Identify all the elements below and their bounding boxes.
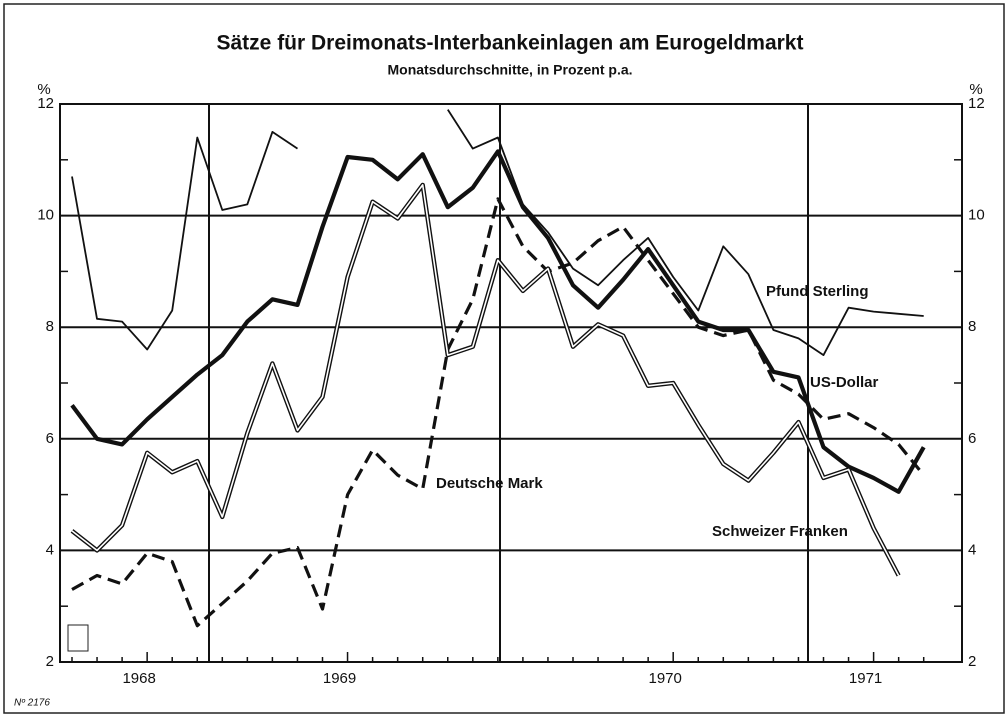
y2-tick-label: 2 bbox=[968, 653, 976, 670]
vertical-grid bbox=[208, 104, 809, 662]
y2-axis-label: % bbox=[969, 81, 982, 98]
y2-tick-label: 6 bbox=[968, 430, 976, 447]
y2-tick-label: 4 bbox=[968, 541, 976, 558]
y-axis-label: % bbox=[37, 81, 50, 98]
line bbox=[71, 109, 924, 356]
y-tick-label: 6 bbox=[46, 430, 54, 447]
y-tick-label: 8 bbox=[46, 318, 54, 335]
footnote: Nº 2176 bbox=[14, 698, 50, 709]
series-label: Deutsche Mark bbox=[436, 475, 543, 492]
chart-subtitle: Monatsdurchschnitte, in Prozent p.a. bbox=[387, 62, 632, 78]
x-tick-label: 1971 bbox=[849, 670, 882, 687]
x-tick-label: 1969 bbox=[323, 670, 356, 687]
line bbox=[71, 197, 925, 628]
y2-tick-label: 8 bbox=[968, 318, 976, 335]
line-inner bbox=[71, 184, 900, 576]
series-label: Pfund Sterling bbox=[766, 283, 869, 300]
series-label: Schweizer Franken bbox=[712, 523, 848, 540]
y2-tick-label: 10 bbox=[968, 207, 985, 224]
y-tick-label: 12 bbox=[37, 95, 54, 112]
x-tick-label: 1970 bbox=[649, 670, 682, 687]
chart-title: Sätze für Dreimonats-Interbankeinlagen a… bbox=[217, 32, 804, 55]
line bbox=[70, 149, 926, 494]
y2-tick-label: 12 bbox=[968, 95, 985, 112]
page-frame bbox=[3, 3, 1005, 714]
y-tick-label: 10 bbox=[37, 207, 54, 224]
series-label: US-Dollar bbox=[810, 374, 879, 391]
x-tick-label: 1968 bbox=[122, 670, 155, 687]
y-tick-label: 2 bbox=[46, 653, 54, 670]
logo bbox=[67, 624, 89, 652]
y-tick-label: 4 bbox=[46, 541, 54, 558]
